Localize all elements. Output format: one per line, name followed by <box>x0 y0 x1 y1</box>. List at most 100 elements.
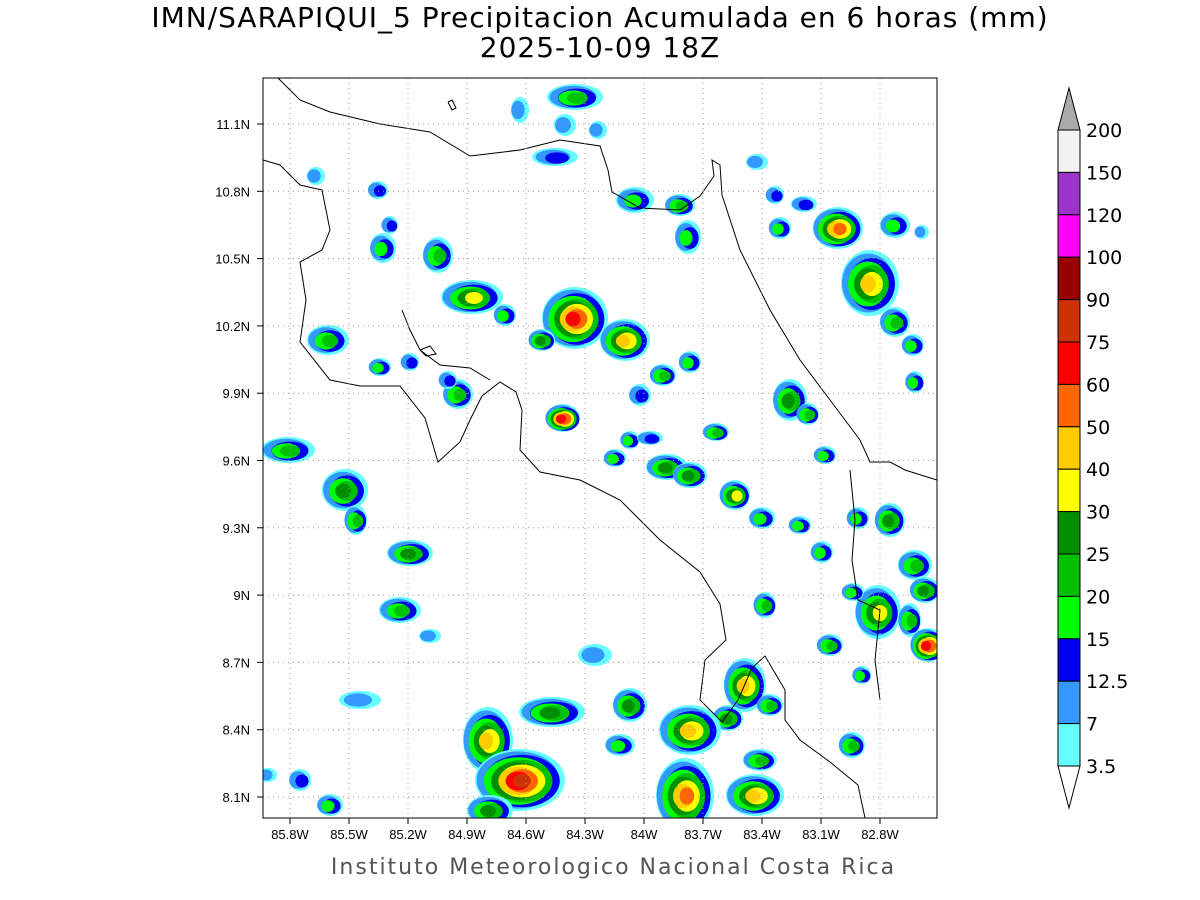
precipitation-cell <box>263 437 315 463</box>
precipitation-cell <box>905 371 924 393</box>
precip-contour-25 <box>480 805 496 817</box>
lon-tick-label: 84.6W <box>507 827 545 842</box>
map-title: IMN/SARAPIQUI_5 Precipitacion Acumulada … <box>151 1 1049 34</box>
colorbar-segment <box>1057 383 1081 428</box>
precip-contour-15 <box>607 453 619 465</box>
lat-tick-label: 8.4N <box>223 723 250 738</box>
colorbar-label: 25 <box>1086 544 1110 566</box>
precip-contour-75 <box>513 774 531 788</box>
colorbar-max-arrow <box>1057 86 1081 131</box>
precipitation-cell <box>532 148 578 166</box>
coastline <box>401 309 491 381</box>
precipitation-cell <box>914 225 929 239</box>
precip-contour-20 <box>906 614 918 628</box>
lat-tick-label: 8.1N <box>223 790 250 805</box>
precipitation-cell <box>702 423 729 441</box>
precip-contour-7 <box>307 169 321 183</box>
precip-contour-20 <box>453 388 467 402</box>
precip-contour-20 <box>755 755 769 767</box>
coastline <box>419 345 437 357</box>
colorbar: 3.5 7 12.5 15 20 25 30 40 50 60 75 90 100 120 150 200 <box>1057 86 1128 810</box>
precipitation-cell <box>838 732 865 758</box>
precip-contour-20 <box>826 640 838 652</box>
precipitation-cell <box>620 431 639 449</box>
precip-contour-20 <box>910 559 924 573</box>
precip-contour-50 <box>833 223 847 235</box>
lon-tick-label: 85.5W <box>330 827 368 842</box>
colorbar-label: 40 <box>1086 459 1110 481</box>
precipitation-cell <box>813 446 836 464</box>
precip-contour-20 <box>712 428 724 438</box>
precipitation-cell <box>810 541 833 563</box>
precip-contour-15 <box>814 547 826 559</box>
precipitation-cell <box>909 577 937 603</box>
precipitation-cell <box>813 207 863 249</box>
precipitation-cell <box>746 154 768 170</box>
colorbar-label: 7 <box>1086 714 1098 736</box>
precip-contour-40 <box>860 275 876 293</box>
precipitation-cell <box>367 181 388 199</box>
precipitation-cell <box>901 334 924 356</box>
colorbar-segment <box>1057 638 1081 682</box>
precip-contour-7 <box>589 123 603 137</box>
precip-contour-15 <box>817 450 829 462</box>
precip-contour-20 <box>766 700 778 712</box>
precip-contour-12.5 <box>373 185 387 197</box>
precipitation-cell <box>852 666 871 684</box>
colorbar-segment <box>1057 468 1081 513</box>
precipitation-cell <box>874 503 905 537</box>
precip-contour-12.5 <box>771 190 783 202</box>
precipitation-cell <box>400 353 419 371</box>
precip-contour-7 <box>343 693 373 707</box>
precipitation-cell <box>841 583 864 601</box>
precip-contour-12.5 <box>295 774 309 788</box>
precipitation-cell <box>749 507 775 529</box>
lon-tick-label: 83.4W <box>743 827 781 842</box>
colorbar-label: 120 <box>1086 205 1122 227</box>
precipitation-cell <box>753 592 776 618</box>
colorbar-label: 150 <box>1086 162 1122 184</box>
precip-contour-15 <box>907 377 919 389</box>
map-subtitle: 2025-10-09 18Z <box>479 31 721 64</box>
precipitation-cell <box>659 705 721 755</box>
precip-contour-25 <box>335 483 351 499</box>
precip-contour-20 <box>321 334 339 348</box>
colorbar-label: 20 <box>1086 586 1110 608</box>
precipitation-cell <box>339 691 381 709</box>
lon-tick-label: 83.1W <box>802 827 840 842</box>
precipitation-cell <box>387 540 433 566</box>
precipitation-cell <box>438 371 457 389</box>
precip-contour-15 <box>792 520 804 532</box>
precip-contour-20 <box>352 514 364 528</box>
precip-contour-20 <box>566 92 588 104</box>
precip-contour-25 <box>917 585 929 597</box>
lat-tick-label: 9.3N <box>223 521 250 536</box>
precip-contour-40 <box>615 334 631 348</box>
precipitation-cell <box>379 597 421 623</box>
precip-contour-20 <box>848 740 860 752</box>
precipitation-cell <box>344 505 367 535</box>
colorbar-segment <box>1057 680 1081 725</box>
colorbar-label: 12.5 <box>1086 671 1128 693</box>
precip-contour-7 <box>581 647 605 663</box>
precip-contour-20 <box>280 445 300 457</box>
precipitation-cell <box>547 84 603 110</box>
precip-contour-60 <box>555 414 567 424</box>
precipitation-cell <box>768 217 791 239</box>
precip-contour-25 <box>621 699 635 713</box>
lon-tick-label: 85.8W <box>271 827 309 842</box>
precipitation-cell <box>898 603 921 637</box>
colorbar-min-arrow <box>1057 765 1081 810</box>
precip-contour-15 <box>374 241 388 257</box>
precip-contour-15 <box>497 310 509 322</box>
precipitation-cell <box>898 550 932 580</box>
precip-contour-12.5 <box>798 199 814 211</box>
precip-contour-60 <box>920 640 932 652</box>
precip-contour-12.5 <box>386 220 398 232</box>
precip-contour-30 <box>731 490 743 502</box>
colorbar-label: 200 <box>1086 120 1122 142</box>
precipitation-cell <box>765 186 784 204</box>
lat-tick-label: 10.2N <box>215 319 250 334</box>
precipitation-cell <box>475 749 565 811</box>
